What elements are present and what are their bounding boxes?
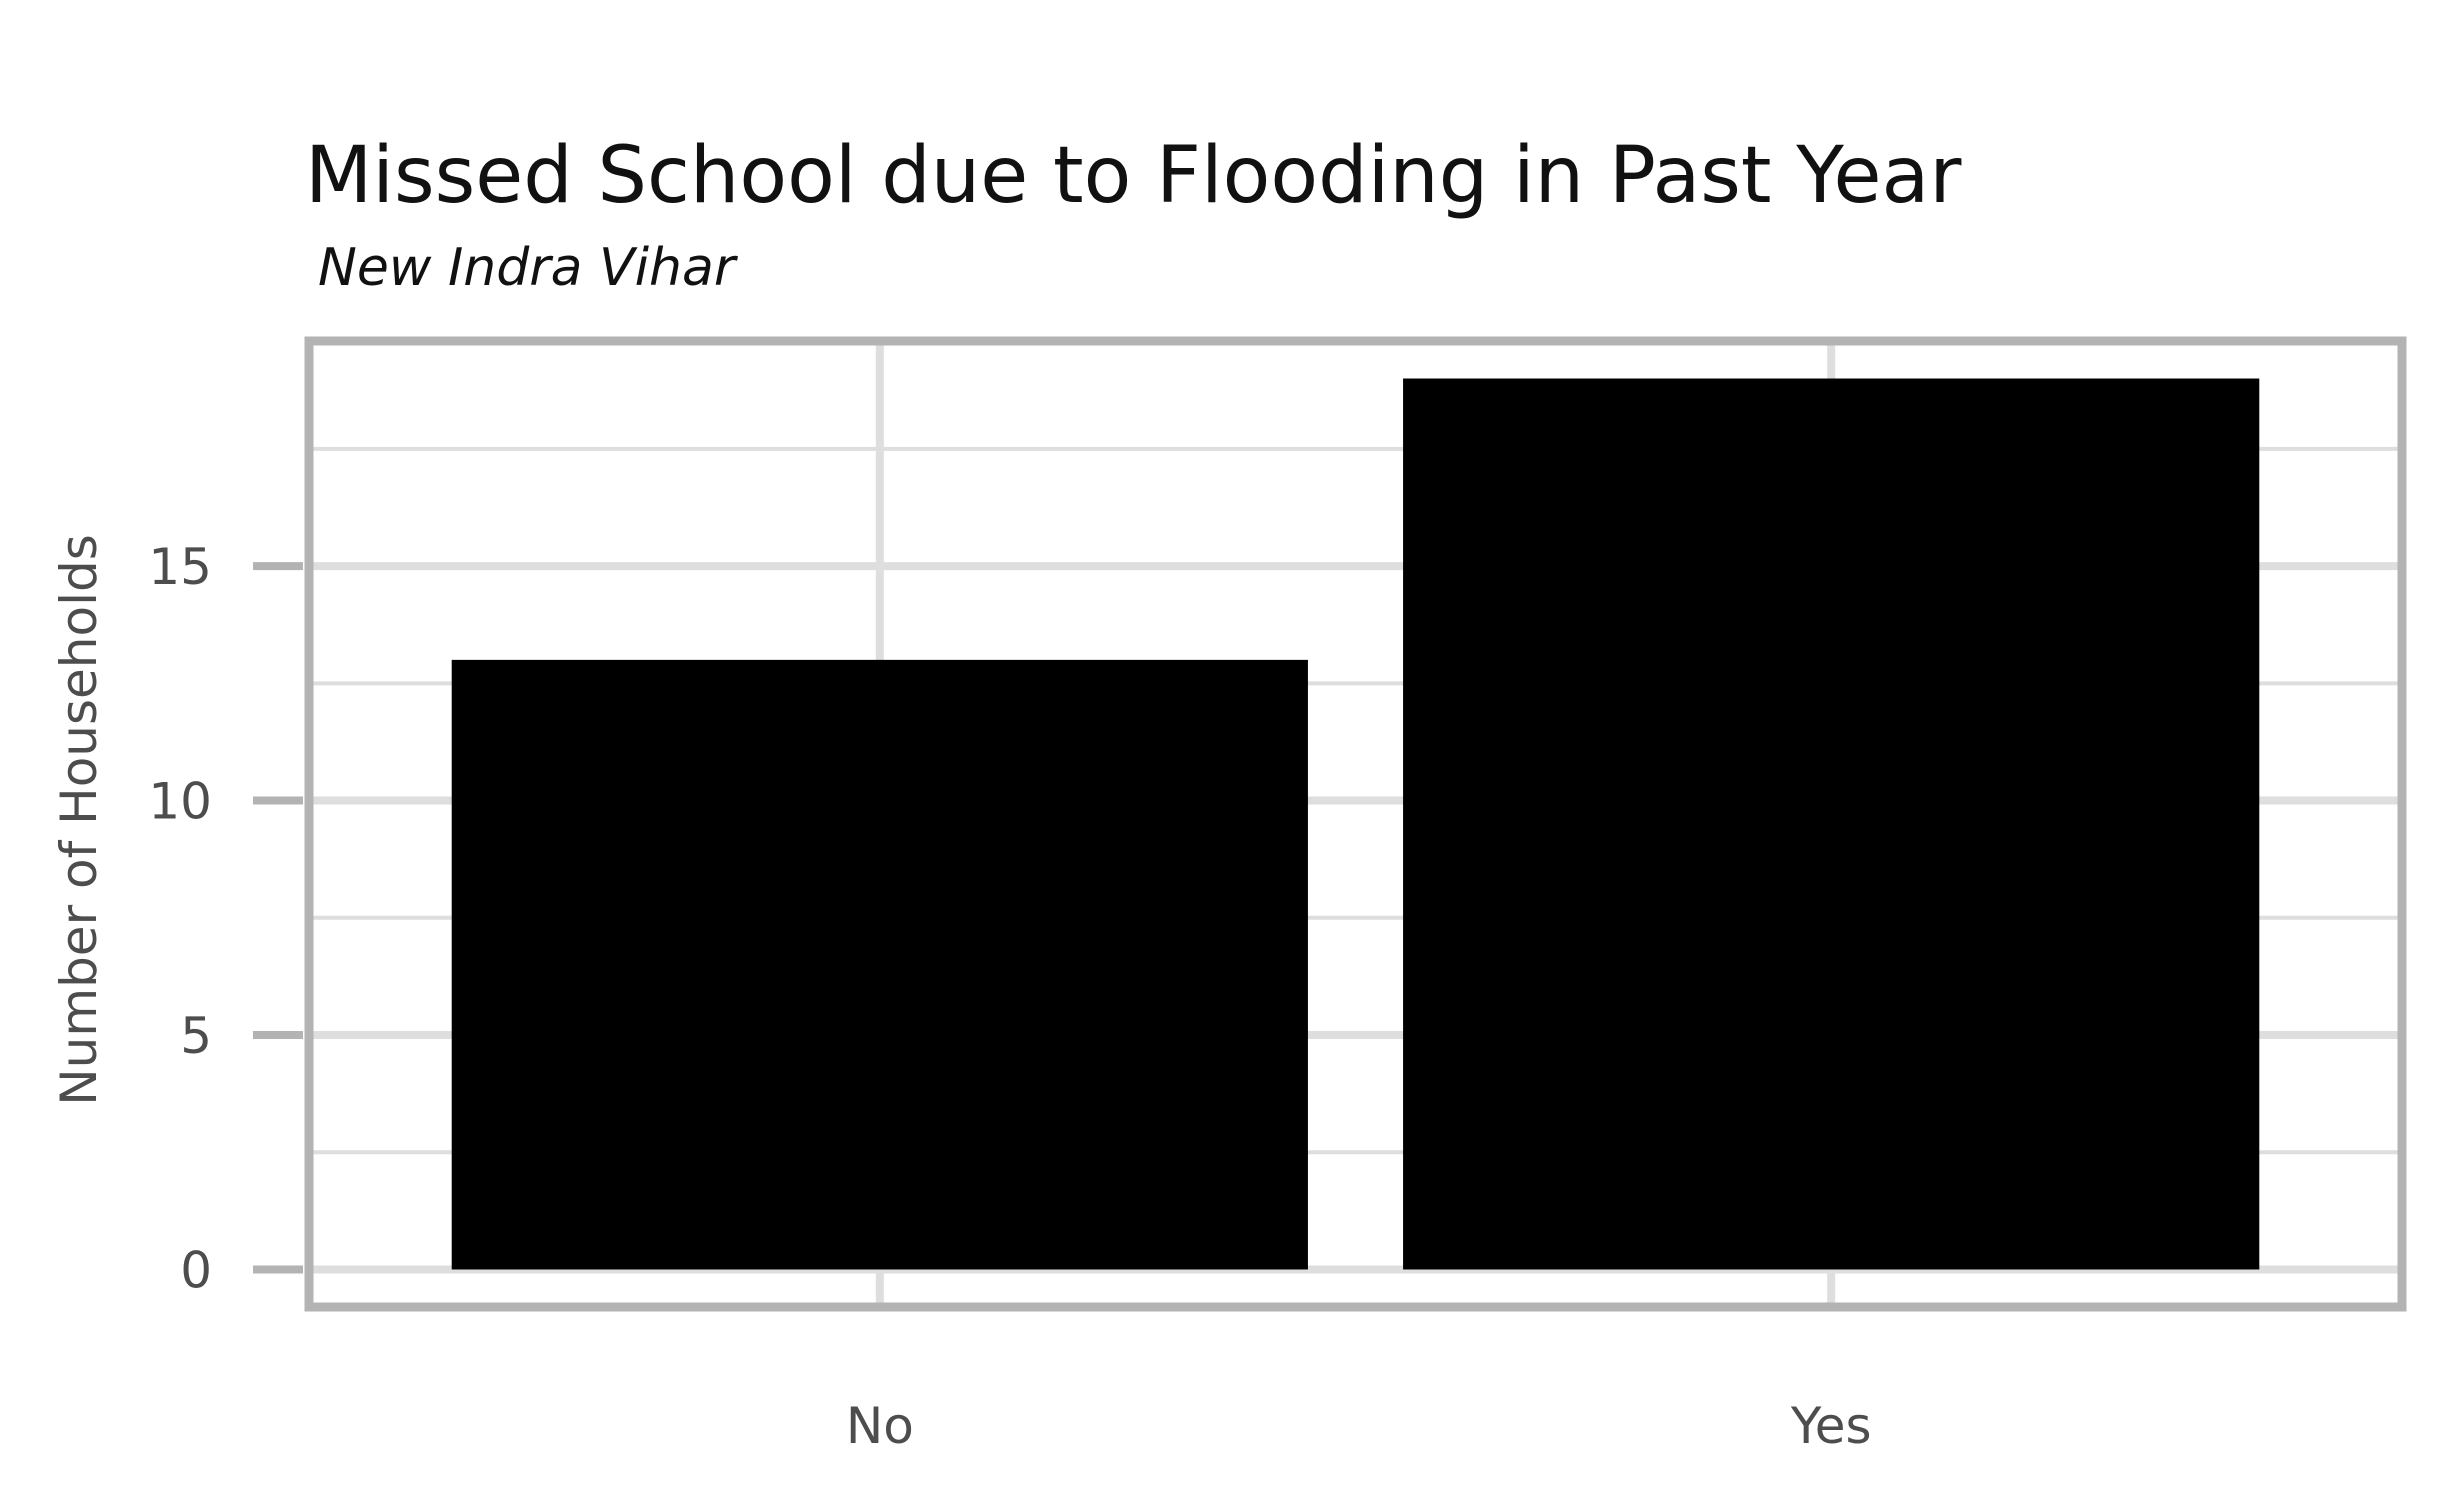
x-tick-label: Yes xyxy=(1790,1397,1872,1455)
chart-subtitle: New Indra Vihar xyxy=(318,238,739,298)
bars xyxy=(451,378,2260,1270)
y-tick-label: 5 xyxy=(180,1007,212,1065)
bar-yes xyxy=(1403,378,2260,1270)
chart-title: Missed School due to Flooding in Past Ye… xyxy=(305,131,1962,221)
y-tick-label: 15 xyxy=(148,538,212,596)
panel-border xyxy=(304,336,2407,1312)
x-tick-label: No xyxy=(846,1397,914,1455)
bar-no xyxy=(451,659,1308,1270)
axis-ticks: 0 5 10 15 No Yes xyxy=(148,538,1871,1455)
y-tick-label: 10 xyxy=(148,773,212,831)
y-tick-label: 0 xyxy=(180,1241,212,1299)
y-axis-label: Number of Households xyxy=(50,534,108,1105)
